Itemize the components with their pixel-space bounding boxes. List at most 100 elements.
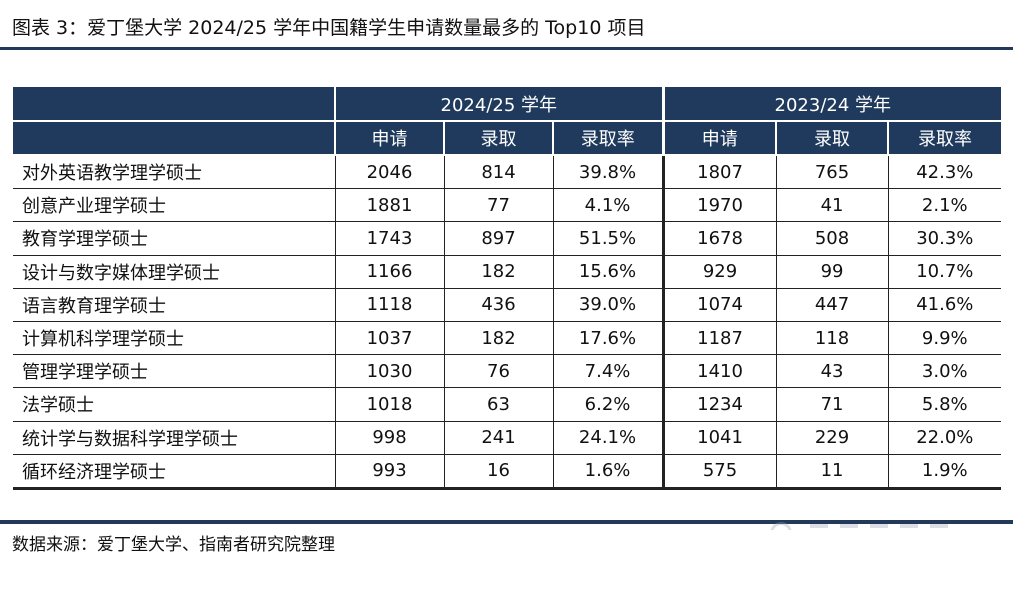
cell-apply-2324: 1970 — [661, 188, 777, 223]
cell-admit-2324: 11 — [775, 454, 889, 490]
source-note: 数据来源：爱丁堡大学、指南者研究院整理 — [12, 535, 335, 555]
cell-apply-2324: 1678 — [661, 221, 777, 256]
cell-rate-2324: 5.8% — [887, 387, 1002, 422]
cell-apply-2324: 1187 — [661, 321, 777, 356]
cell-rate-2324: 22.0% — [887, 421, 1002, 455]
cell-rate-2324: 9.9% — [887, 321, 1002, 356]
cell-rate-2425: 4.1% — [552, 188, 664, 223]
cell-admit-2324: 229 — [775, 421, 889, 455]
table-row: 设计与数字媒体理学硕士 1166 182 15.6% 929 99 10.7% — [13, 255, 1002, 289]
cell-apply-2324: 1234 — [661, 387, 777, 422]
sub-header-row: 申请 录取 录取率 申请 录取 录取率 — [13, 121, 1002, 156]
cell-apply-2324: 929 — [661, 255, 777, 289]
logo-mark-icon — [770, 522, 792, 530]
cell-rate-2324: 2.1% — [887, 188, 1002, 223]
cell-rate-2425: 39.8% — [552, 155, 664, 190]
table-row: 统计学与数据科学理学硕士 998 241 24.1% 1041 229 22.0% — [13, 421, 1002, 455]
cell-rate-2324: 42.3% — [887, 155, 1002, 190]
table-row: 法学硕士 1018 63 6.2% 1234 71 5.8% — [13, 387, 1002, 422]
cell-admit-2324: 41 — [775, 188, 889, 223]
cell-program: 设计与数字媒体理学硕士 — [13, 255, 335, 289]
cell-program: 法学硕士 — [13, 387, 335, 422]
cell-apply-2425: 2046 — [334, 155, 444, 190]
col-header-apply-2324: 申请 — [661, 121, 777, 156]
cell-apply-2425: 1881 — [334, 188, 444, 223]
cell-program: 语言教育理学硕士 — [13, 288, 335, 322]
cell-rate-2425: 39.0% — [552, 288, 664, 322]
cell-program: 循环经济理学硕士 — [13, 454, 335, 490]
cell-apply-2425: 1030 — [334, 354, 444, 389]
cell-admit-2324: 447 — [775, 288, 889, 322]
cell-apply-2425: 993 — [334, 454, 444, 490]
table-row: 管理学理学硕士 1030 76 7.4% 1410 43 3.0% — [13, 354, 1002, 389]
table-row: 语言教育理学硕士 1118 436 39.0% 1074 447 41.6% — [13, 288, 1002, 322]
top-rule — [0, 47, 1013, 50]
cell-apply-2324: 1041 — [661, 421, 777, 455]
cell-admit-2425: 76 — [443, 354, 553, 389]
col-header-rate-2324: 录取率 — [887, 121, 1002, 156]
group-header-2024-25: 2024/25 学年 — [333, 87, 664, 122]
cell-apply-2425: 1166 — [334, 255, 444, 289]
cell-program: 教育学理学硕士 — [13, 221, 335, 256]
cell-apply-2324: 1410 — [661, 354, 777, 389]
cell-rate-2324: 10.7% — [887, 255, 1002, 289]
cell-rate-2324: 3.0% — [887, 354, 1002, 389]
watermark-logo — [770, 522, 970, 530]
cell-rate-2324: 41.6% — [887, 288, 1002, 322]
cell-admit-2324: 118 — [775, 321, 889, 356]
table-row: 循环经济理学硕士 993 16 1.6% 575 11 1.9% — [13, 454, 1002, 490]
cell-apply-2425: 1037 — [334, 321, 444, 356]
cell-program: 对外英语教学理学硕士 — [13, 155, 335, 190]
col-header-apply-2425: 申请 — [334, 121, 444, 156]
group-header-2023-24: 2023/24 学年 — [661, 87, 1002, 122]
cell-admit-2425: 436 — [443, 288, 553, 322]
cell-rate-2425: 7.4% — [552, 354, 664, 389]
cell-rate-2425: 17.6% — [552, 321, 664, 356]
cell-apply-2324: 575 — [661, 454, 777, 490]
cell-admit-2425: 814 — [443, 155, 553, 190]
cell-program: 创意产业理学硕士 — [13, 188, 335, 223]
data-table: 2024/25 学年 2023/24 学年 申请 录取 录取率 申请 录取 录取… — [13, 87, 1002, 490]
figure-title: 图表 3：爱丁堡大学 2024/25 学年中国籍学生申请数量最多的 Top10 … — [12, 17, 646, 39]
cell-admit-2425: 241 — [443, 421, 553, 455]
cell-apply-2425: 1018 — [334, 387, 444, 422]
bottom-rule — [0, 520, 1013, 524]
cell-admit-2324: 508 — [775, 221, 889, 256]
cell-admit-2324: 71 — [775, 387, 889, 422]
cell-admit-2324: 99 — [775, 255, 889, 289]
cell-apply-2425: 998 — [334, 421, 444, 455]
cell-rate-2425: 51.5% — [552, 221, 664, 256]
cell-program: 统计学与数据科学理学硕士 — [13, 421, 335, 455]
cell-admit-2425: 77 — [443, 188, 553, 223]
table-row: 对外英语教学理学硕士 2046 814 39.8% 1807 765 42.3% — [13, 155, 1002, 190]
table-row: 创意产业理学硕士 1881 77 4.1% 1970 41 2.1% — [13, 188, 1002, 223]
cell-admit-2425: 63 — [443, 387, 553, 422]
cell-rate-2324: 1.9% — [887, 454, 1002, 490]
cell-apply-2324: 1807 — [661, 155, 777, 190]
cell-rate-2425: 15.6% — [552, 255, 664, 289]
table-row: 教育学理学硕士 1743 897 51.5% 1678 508 30.3% — [13, 221, 1002, 256]
logo-wordmark — [810, 524, 960, 528]
cell-admit-2425: 897 — [443, 221, 553, 256]
cell-rate-2425: 1.6% — [552, 454, 664, 490]
cell-rate-2324: 30.3% — [887, 221, 1002, 256]
cell-program: 管理学理学硕士 — [13, 354, 335, 389]
table-body: 对外英语教学理学硕士 2046 814 39.8% 1807 765 42.3% 创意产业理学… — [13, 155, 1002, 490]
cell-admit-2425: 182 — [443, 321, 553, 356]
cell-apply-2425: 1118 — [334, 288, 444, 322]
col-header-admit-2425: 录取 — [443, 121, 553, 156]
cell-admit-2324: 43 — [775, 354, 889, 389]
cell-rate-2425: 24.1% — [552, 421, 664, 455]
table-row: 计算机科学理学硕士 1037 182 17.6% 1187 118 9.9% — [13, 321, 1002, 356]
cell-admit-2324: 765 — [775, 155, 889, 190]
group-header-row: 2024/25 学年 2023/24 学年 — [13, 87, 1002, 122]
corner-cell — [13, 87, 335, 122]
cell-admit-2425: 16 — [443, 454, 553, 490]
cell-admit-2425: 182 — [443, 255, 553, 289]
corner-cell — [13, 121, 335, 156]
col-header-rate-2425: 录取率 — [551, 121, 664, 156]
cell-apply-2425: 1743 — [334, 221, 444, 256]
cell-program: 计算机科学理学硕士 — [13, 321, 335, 356]
cell-rate-2425: 6.2% — [552, 387, 664, 422]
col-header-admit-2324: 录取 — [775, 121, 889, 156]
